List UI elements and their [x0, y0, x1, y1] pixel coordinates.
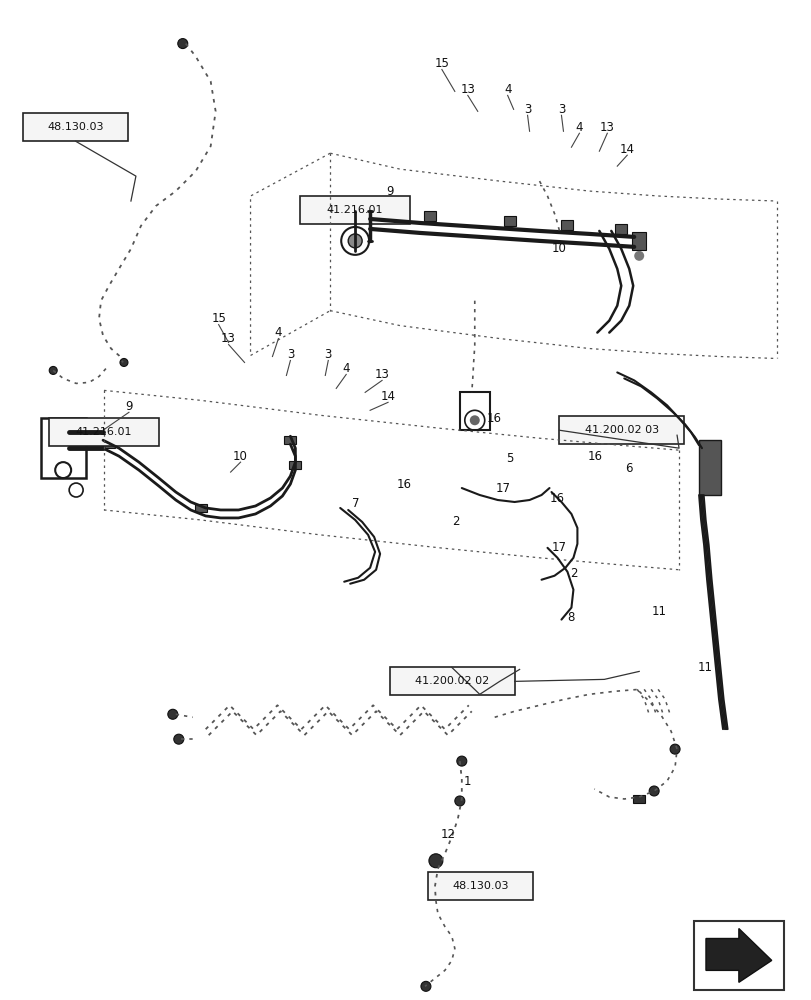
Text: 13: 13: [374, 368, 389, 381]
Text: 1: 1: [463, 775, 471, 788]
Bar: [459, 392, 489, 430]
Bar: [698, 440, 720, 495]
Text: 5: 5: [505, 452, 513, 465]
Text: 3: 3: [286, 348, 294, 361]
FancyBboxPatch shape: [559, 416, 683, 444]
Text: 13: 13: [221, 332, 236, 345]
Text: 7: 7: [352, 497, 359, 510]
Text: 4: 4: [575, 121, 582, 134]
Text: 4: 4: [504, 83, 511, 96]
Bar: [289, 461, 301, 469]
Text: 3: 3: [324, 348, 332, 361]
Text: 41.216.01: 41.216.01: [327, 205, 383, 215]
Circle shape: [428, 854, 442, 868]
Text: 10: 10: [551, 242, 566, 255]
Text: 17: 17: [496, 482, 511, 495]
Bar: [503, 216, 515, 226]
Circle shape: [648, 786, 659, 796]
Text: 8: 8: [567, 611, 574, 624]
Text: 16: 16: [587, 450, 602, 463]
Text: 10: 10: [233, 450, 247, 463]
Text: 2: 2: [452, 515, 459, 528]
Bar: [284, 436, 296, 444]
Text: 4: 4: [274, 326, 282, 339]
FancyBboxPatch shape: [49, 418, 159, 446]
Text: 13: 13: [460, 83, 474, 96]
Text: 15: 15: [434, 57, 448, 70]
Bar: [693, 921, 783, 990]
Text: 16: 16: [549, 492, 564, 505]
Text: 41.200.02 02: 41.200.02 02: [414, 676, 489, 686]
Text: 16: 16: [396, 478, 411, 491]
Circle shape: [420, 981, 431, 991]
Text: 12: 12: [440, 828, 455, 841]
Circle shape: [348, 234, 362, 248]
FancyBboxPatch shape: [427, 872, 532, 900]
Bar: [560, 220, 573, 230]
Circle shape: [49, 366, 57, 374]
Text: 6: 6: [624, 462, 633, 475]
Text: 41.200.02 03: 41.200.02 03: [584, 425, 658, 435]
Circle shape: [168, 709, 178, 719]
Circle shape: [470, 415, 479, 425]
Bar: [615, 224, 626, 234]
Circle shape: [633, 251, 643, 261]
Text: 11: 11: [697, 661, 711, 674]
Bar: [195, 504, 207, 512]
Text: 14: 14: [619, 143, 634, 156]
Text: 41.216.01: 41.216.01: [75, 427, 132, 437]
Circle shape: [457, 756, 466, 766]
Bar: [41, 418, 86, 478]
Polygon shape: [705, 929, 770, 982]
FancyBboxPatch shape: [389, 667, 514, 695]
Circle shape: [174, 734, 183, 744]
Bar: [423, 211, 436, 221]
Text: 48.130.03: 48.130.03: [47, 122, 104, 132]
Bar: [632, 232, 646, 250]
Text: 15: 15: [211, 312, 225, 325]
Circle shape: [120, 358, 128, 366]
Text: 9: 9: [125, 400, 132, 413]
Circle shape: [178, 39, 187, 49]
Text: 2: 2: [569, 567, 577, 580]
Bar: [103, 440, 115, 448]
Text: 4: 4: [342, 362, 350, 375]
FancyBboxPatch shape: [24, 113, 128, 141]
Text: 48.130.03: 48.130.03: [452, 881, 508, 891]
FancyBboxPatch shape: [300, 196, 410, 224]
Text: 17: 17: [551, 541, 566, 554]
Text: 14: 14: [380, 390, 395, 403]
Text: 3: 3: [523, 103, 530, 116]
Text: 13: 13: [599, 121, 614, 134]
Bar: [633, 795, 645, 803]
Text: 3: 3: [557, 103, 564, 116]
Text: 11: 11: [651, 605, 666, 618]
Text: 9: 9: [386, 185, 393, 198]
Text: 16: 16: [486, 412, 500, 425]
Circle shape: [669, 744, 680, 754]
Circle shape: [454, 796, 464, 806]
